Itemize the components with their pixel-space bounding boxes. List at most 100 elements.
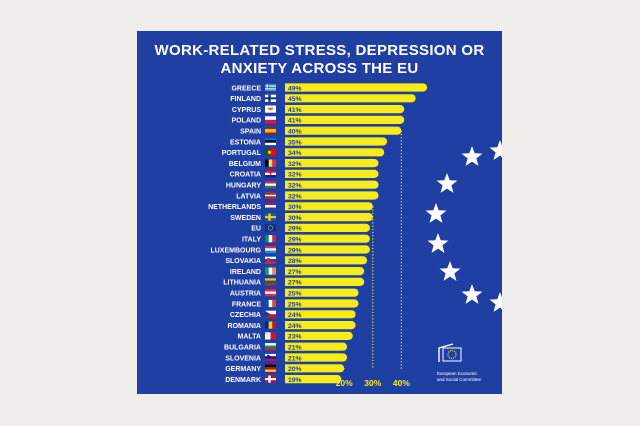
value-label: 20% <box>288 366 302 373</box>
country-label: CROATIA <box>230 172 261 179</box>
country-label: PORTUGAL <box>222 150 262 157</box>
bar-row-slovakia: SLOVAKIA 28% <box>225 256 368 265</box>
bar-row-denmark: DENMARK 19% <box>225 375 342 384</box>
value-label: 35% <box>288 139 302 146</box>
bar-row-latvia: LATVIA 32% <box>236 191 379 200</box>
finland-flag-icon <box>265 94 276 102</box>
bar-row-estonia: ESTONIA 35% <box>230 137 388 146</box>
bar <box>285 83 428 92</box>
country-label: ITALY <box>242 237 261 244</box>
bar-row-sweden: SWEDEN 30% <box>230 213 373 222</box>
country-label: LUXEMBOURG <box>210 247 261 254</box>
value-label: 45% <box>288 96 302 103</box>
bar-row-hungary: HUNGARY 32% <box>226 180 379 190</box>
chart-title-line-2: ANXIETY ACROSS THE EU <box>220 60 419 77</box>
bar <box>285 223 370 232</box>
bar <box>285 137 388 146</box>
country-label: POLAND <box>231 118 261 125</box>
austria-flag-icon <box>265 289 276 297</box>
value-label: 23% <box>288 334 302 341</box>
country-label: GREECE <box>231 85 261 92</box>
value-label: 25% <box>288 301 302 308</box>
bar <box>285 310 356 319</box>
bar-row-romania: ROMANIA 24% <box>228 321 356 330</box>
portugal-flag-icon <box>265 148 276 156</box>
bar <box>285 245 370 254</box>
country-label: GERMANY <box>225 366 261 373</box>
value-label: 30% <box>288 215 302 222</box>
bar <box>285 115 405 124</box>
value-label: 19% <box>288 377 302 384</box>
eu-star-icon <box>436 173 458 193</box>
value-label: 32% <box>288 172 302 179</box>
bar-row-luxembourg: LUXEMBOURG 29% <box>210 245 370 254</box>
value-label: 21% <box>288 345 302 352</box>
bar-row-malta: MALTA 23% <box>238 331 353 341</box>
bar-chart: 20% 30% 40%GREECE 49%FINLAND 45%CYPRUS 41%POL… <box>208 83 428 388</box>
poland-flag-icon <box>265 116 276 124</box>
chart-title: WORK-RELATED STRESS, DEPRESSION OR ANXIE… <box>137 42 502 78</box>
bar-row-slovenia: SLOVENIA 21% <box>225 353 348 362</box>
bar-row-ireland: IRELAND 27% <box>230 267 365 276</box>
value-label: 41% <box>288 118 302 125</box>
bar-row-poland: POLAND 41% <box>231 115 405 125</box>
bar-row-spain: SPAIN 40% <box>240 126 402 136</box>
netherlands-flag-icon <box>265 202 276 210</box>
bar-row-portugal: PORTUGAL 34% <box>222 148 385 157</box>
lithuania-flag-icon <box>265 278 276 286</box>
bar <box>285 375 342 384</box>
country-label: NETHERLANDS <box>208 204 261 211</box>
bar-row-germany: GERMANY 20% <box>225 364 345 373</box>
bar-row-netherlands: NETHERLANDS 30% <box>208 202 373 211</box>
bar-row-belgium: BELGIUM 32% <box>229 159 379 168</box>
belgium-flag-icon <box>265 159 276 167</box>
sweden-flag-icon <box>265 213 276 221</box>
bar <box>285 213 373 222</box>
bar-row-eu: EU 29% <box>251 223 370 233</box>
bar-row-bulgaria: BULGARIA 21% <box>224 342 348 352</box>
bar <box>285 342 348 351</box>
bar-row-italy: ITALY 29% <box>242 234 370 244</box>
bar <box>285 159 379 168</box>
value-label: 24% <box>288 312 302 319</box>
bar <box>285 202 373 211</box>
reference-label-40: 40% <box>393 378 410 388</box>
bar <box>285 288 359 297</box>
bar <box>285 94 416 103</box>
eu-flag-icon <box>265 224 276 232</box>
france-flag-icon <box>265 299 276 308</box>
country-label: BULGARIA <box>224 345 261 352</box>
value-label: 32% <box>288 193 302 200</box>
spain-flag-icon <box>265 127 276 135</box>
bar <box>285 331 353 340</box>
reference-label-30: 30% <box>364 378 381 388</box>
bar <box>285 277 365 286</box>
value-label: 29% <box>288 247 302 254</box>
eu-star-icon <box>461 284 483 304</box>
country-label: SPAIN <box>240 129 261 136</box>
country-label: LATVIA <box>236 193 261 200</box>
bar <box>285 256 368 265</box>
eesc-logo-line-2: and Social Committee <box>437 376 482 382</box>
eu-star-icon <box>439 261 461 281</box>
bar <box>285 299 359 308</box>
bar <box>285 267 365 276</box>
value-label: 29% <box>288 237 302 244</box>
country-label: MALTA <box>238 334 261 341</box>
bar <box>285 126 402 135</box>
bar-row-czechia: CZECHIA 24% <box>230 310 356 319</box>
bar <box>285 364 345 373</box>
country-label: ROMANIA <box>228 323 261 330</box>
country-label: ESTONIA <box>230 139 261 146</box>
value-label: 34% <box>288 150 302 157</box>
bar-row-greece: GREECE 49% <box>231 83 428 92</box>
bar <box>285 105 405 114</box>
country-label: SLOVENIA <box>225 355 261 362</box>
czechia-flag-icon <box>265 310 276 318</box>
country-label: CZECHIA <box>230 312 261 319</box>
country-label: HUNGARY <box>226 183 261 190</box>
estonia-flag-icon <box>265 137 276 146</box>
germany-flag-icon <box>265 364 276 372</box>
slovakia-flag-icon <box>265 256 276 264</box>
malta-flag-icon <box>265 332 276 340</box>
